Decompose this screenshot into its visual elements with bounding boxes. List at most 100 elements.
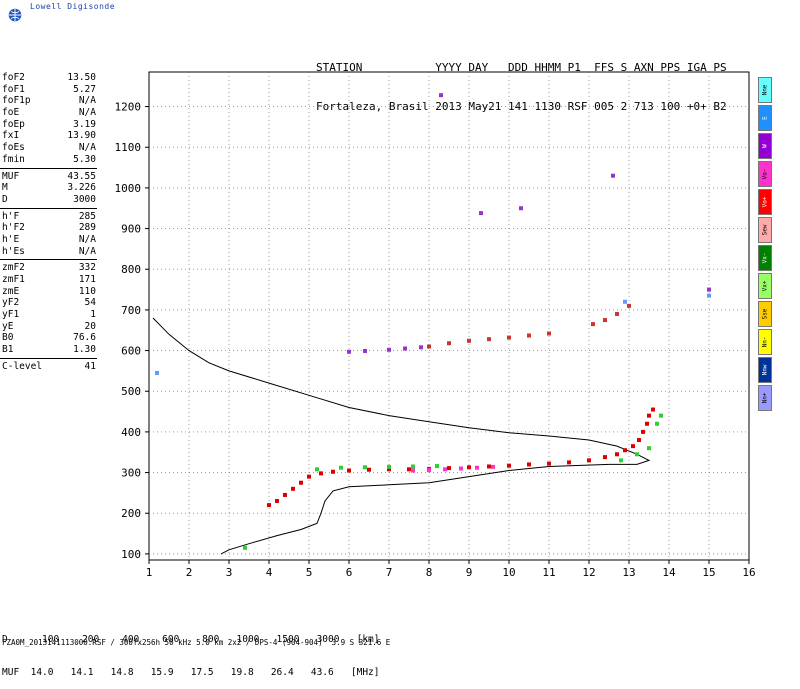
plot-frame <box>148 71 750 561</box>
legend-swatch: Vo- <box>758 161 772 187</box>
echo-point <box>467 465 471 470</box>
param-value: 76.6 <box>73 332 96 344</box>
param-row: yF2 54 <box>0 297 100 309</box>
header-line-1: STATION YYYY DAY DDD HHMM P1 FFS S AXN P… <box>316 61 727 74</box>
y-tick-label: 1100 <box>115 141 142 154</box>
echo-point <box>347 468 351 473</box>
file-info-footer: FZA0M_2013141113000.RSF / 300fx256h 50 k… <box>2 638 391 647</box>
x-tick-label: 14 <box>662 566 676 579</box>
param-value: 110 <box>78 285 96 297</box>
legend-swatch: Nn- <box>758 329 772 355</box>
legend-label: Sse <box>761 308 769 320</box>
x-tick-label: 8 <box>426 566 433 579</box>
param-row: C-level 41 <box>0 361 100 373</box>
param-row: foEp 3.19 <box>0 119 100 131</box>
legend-label: Nn- <box>761 336 769 348</box>
param-name: foF1p <box>2 95 31 107</box>
legend-swatch: E <box>758 105 772 131</box>
param-name: yE <box>2 320 14 332</box>
echo-point <box>339 465 343 470</box>
y-tick-label: 1200 <box>115 101 142 114</box>
param-value: N/A <box>78 142 96 154</box>
param-row: zmE 110 <box>0 286 100 298</box>
echo-point <box>631 444 635 449</box>
echo-point <box>307 474 311 479</box>
param-row: foEs N/A <box>0 142 100 154</box>
echo-point <box>619 458 623 463</box>
x-tick-label: 3 <box>226 566 233 579</box>
echo-point <box>519 206 523 211</box>
echo-point <box>623 299 627 304</box>
x-tick-label: 2 <box>186 566 193 579</box>
echo-point <box>527 462 531 467</box>
echo-point <box>347 349 351 354</box>
param-row: foE N/A <box>0 107 100 119</box>
y-tick-label: 500 <box>121 385 141 398</box>
echo-point <box>603 318 607 323</box>
globe-icon <box>8 8 22 22</box>
param-row: foF1p N/A <box>0 95 100 107</box>
param-name: h'E <box>2 233 20 245</box>
y-tick-label: 400 <box>121 426 141 439</box>
echo-point <box>243 545 247 550</box>
param-row: zmF2 332 <box>0 262 100 274</box>
echo-point <box>283 492 287 497</box>
x-tick-label: 6 <box>346 566 353 579</box>
legend-label: Nnw <box>761 364 769 376</box>
muf-table: D 100 200 400 600 800 1000 1500 3000 [km… <box>2 612 380 689</box>
param-name: h'Es <box>2 245 25 257</box>
legend-label: Vo- <box>761 168 769 180</box>
param-value: 1.30 <box>73 344 96 356</box>
echo-point <box>435 464 439 469</box>
echo-point <box>491 464 495 469</box>
brand: Lowell Digisonde <box>8 2 148 24</box>
param-value: 3000 <box>73 193 96 205</box>
param-name: foF2 <box>2 72 25 83</box>
param-name: B0 <box>2 332 14 344</box>
y-tick-label: 100 <box>121 548 141 561</box>
x-tick-label: 16 <box>742 566 755 579</box>
param-name: yF2 <box>2 297 20 309</box>
echo-point <box>411 468 415 473</box>
echo-point <box>387 347 391 352</box>
param-value: 1 <box>90 309 96 321</box>
param-value: N/A <box>78 95 96 107</box>
legend-label: Vx+ <box>761 280 769 292</box>
y-tick-label: 600 <box>121 345 141 358</box>
legend-label: Nne <box>761 84 769 96</box>
x-tick-label: 13 <box>622 566 635 579</box>
param-value: 13.90 <box>67 130 96 142</box>
param-separator <box>0 207 97 209</box>
echo-point <box>427 344 431 349</box>
legend-label: E <box>761 116 769 120</box>
x-tick-label: 10 <box>502 566 515 579</box>
param-row: h'F2 289 <box>0 222 100 234</box>
param-row: D 3000 <box>0 194 100 206</box>
echo-point <box>651 407 655 412</box>
param-name: D <box>2 193 8 205</box>
echo-point <box>407 467 411 472</box>
param-separator <box>0 167 97 169</box>
param-value: 54 <box>84 297 96 309</box>
param-name: fxI <box>2 130 20 142</box>
param-separator <box>0 357 97 359</box>
param-row: B0 76.6 <box>0 332 100 344</box>
param-row: yF1 1 <box>0 309 100 321</box>
echo-point <box>411 464 415 469</box>
param-name: foEp <box>2 118 25 130</box>
x-tick-label: 15 <box>702 566 715 579</box>
echo-point <box>647 446 651 451</box>
param-value: 41 <box>84 360 96 372</box>
param-value: 3.19 <box>73 118 96 130</box>
profile-curve <box>152 317 651 555</box>
echo-point <box>275 499 279 504</box>
y-tick-label: 900 <box>121 223 141 236</box>
x-tick-label: 11 <box>542 566 555 579</box>
echo-point <box>267 503 271 508</box>
param-value: 285 <box>78 210 96 222</box>
legend-label: Nn+ <box>761 392 769 404</box>
legend-swatch: Nne <box>758 77 772 103</box>
legend-swatch: Sse <box>758 301 772 327</box>
legend-swatch: Vx- <box>758 245 772 271</box>
param-value: 20 <box>84 320 96 332</box>
